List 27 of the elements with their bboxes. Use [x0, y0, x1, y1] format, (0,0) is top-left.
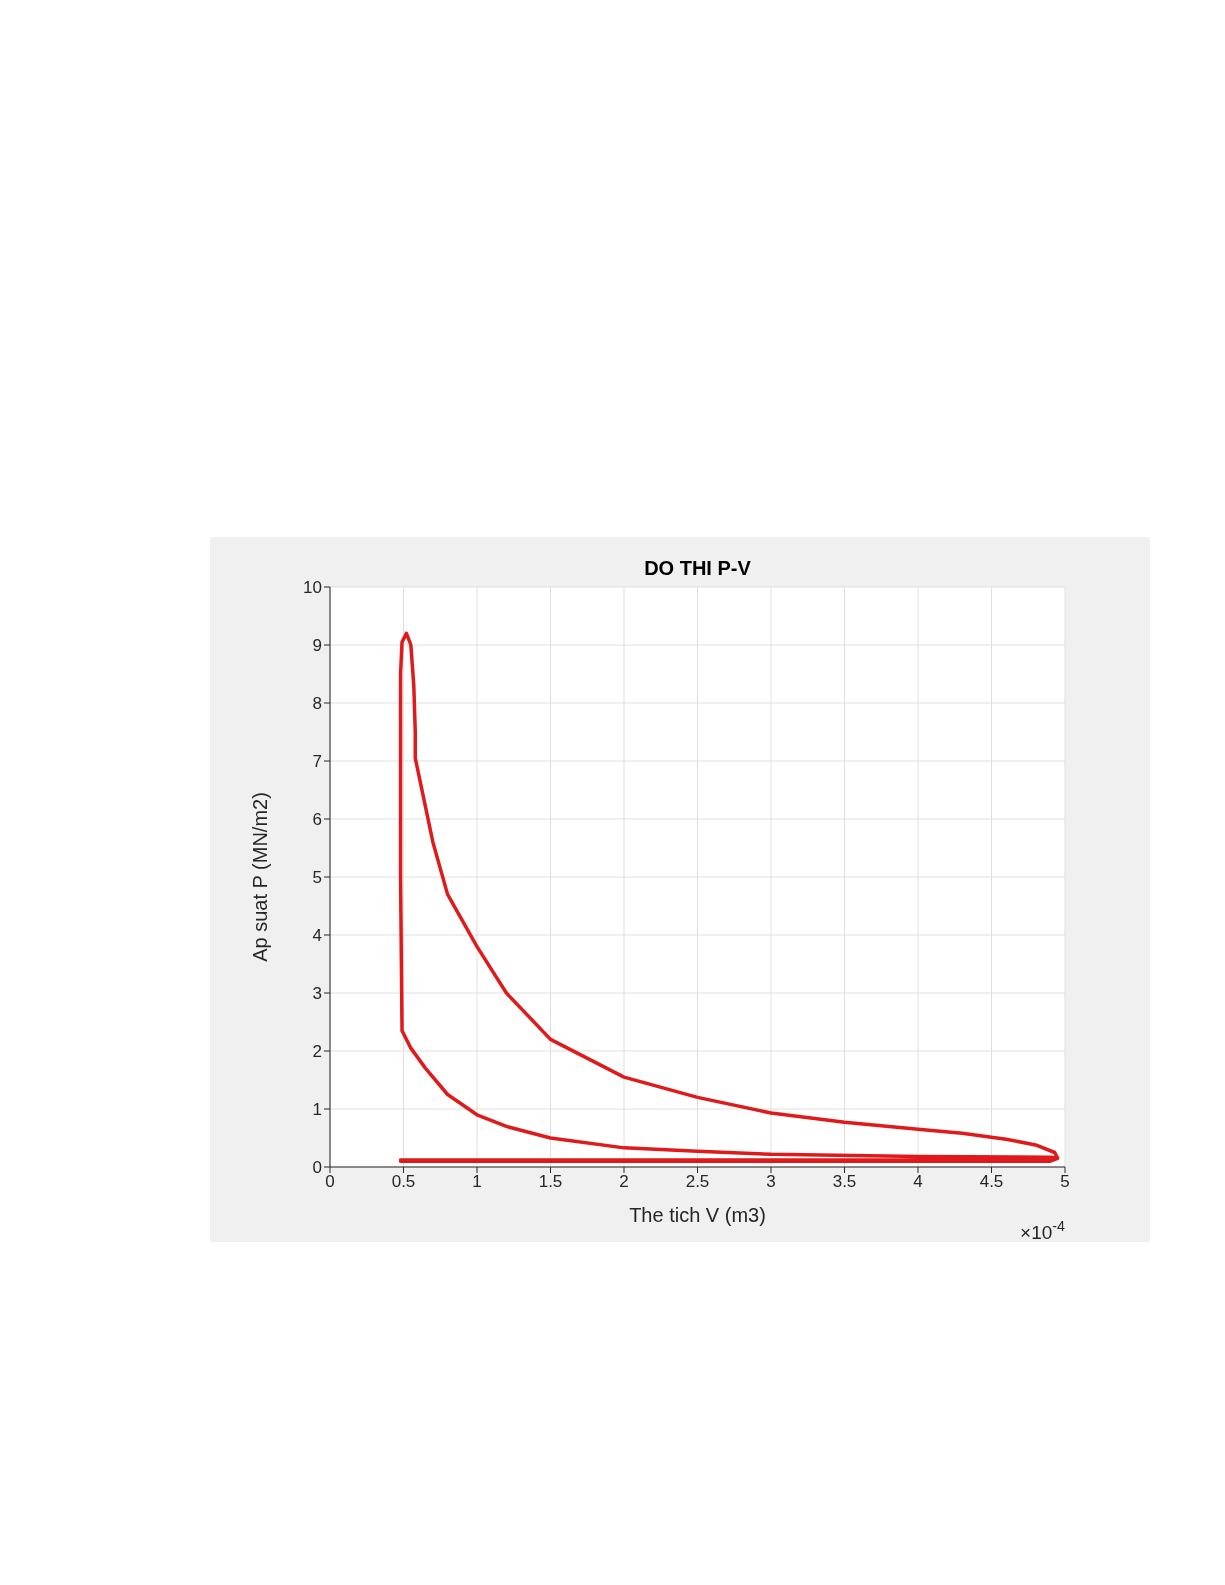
y-tick-label: 0	[312, 1158, 322, 1178]
y-tick-label: 10	[303, 578, 322, 598]
x-tick-label: 4.5	[979, 1172, 1004, 1192]
y-tick-label: 5	[312, 868, 322, 888]
x-axis-title: The tich V (m3)	[629, 1204, 766, 1226]
y-tick-label: 6	[312, 810, 322, 830]
chart-title: DO THI P-V	[644, 557, 752, 579]
y-tick-label: 9	[312, 636, 322, 656]
x-tick-label: 0	[325, 1172, 335, 1192]
y-tick-label: 3	[312, 984, 322, 1004]
y-tick-label: 4	[312, 926, 322, 946]
x-tick-label: 1	[472, 1172, 482, 1192]
x-tick-label: 3.5	[832, 1172, 857, 1192]
x-tick-label: 1.5	[538, 1172, 563, 1192]
x-tick-label: 2	[619, 1172, 629, 1192]
y-tick-label: 8	[312, 694, 322, 714]
x-tick-label: 4	[913, 1172, 923, 1192]
x-tick-label: 5	[1060, 1172, 1070, 1192]
x-tick-label: 2.5	[685, 1172, 710, 1192]
text: ×10$^{-4}$	[1020, 1218, 1066, 1243]
x-tick-label: 0.5	[391, 1172, 416, 1192]
y-axis-title: Ap suat P (MN/m2)	[249, 792, 272, 962]
x-tick-label: 3	[766, 1172, 776, 1192]
y-tick-label: 7	[312, 752, 322, 772]
y-tick-label: 1	[312, 1100, 322, 1120]
line-series	[398, 631, 1060, 1163]
y-tick-label: 2	[312, 1042, 322, 1062]
